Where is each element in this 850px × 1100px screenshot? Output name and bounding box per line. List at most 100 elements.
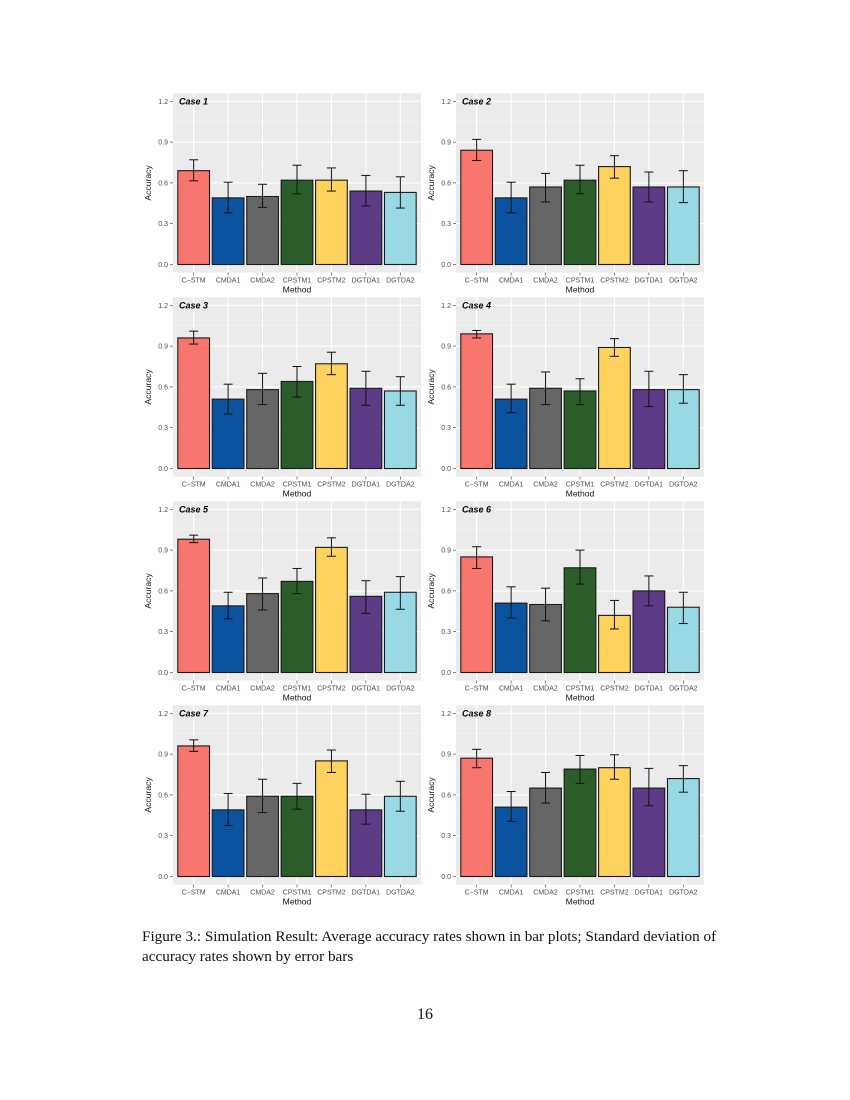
error-bar-cmda2 [258,778,268,814]
page-number: 16 [417,1006,433,1023]
panel-title: Case 7 [179,708,209,718]
x-tick-label: DGTDA2 [669,482,698,489]
y-tick-label: 0.6 [441,180,451,187]
error-bar-cmda2 [258,183,268,208]
x-tick-label: CMDA1 [499,482,524,489]
y-tick-label: 0.9 [158,752,168,759]
x-tick-label: CMDA2 [250,686,275,693]
error-bar-cmda1 [506,586,516,619]
bar-dgtda2 [383,795,417,878]
y-tick-label: 0.9 [158,548,168,555]
y-tick-label: 0.0 [441,466,451,473]
y-tick-label: 0.0 [158,670,168,677]
x-tick-label: CMDA2 [533,890,558,897]
y-axis-title: Accuracy [143,369,153,405]
x-tick-label: CMDA2 [533,686,558,693]
y-tick-label: 0.3 [441,629,451,636]
panel-title: Case 3 [179,300,208,310]
x-tick-label: C−STM [182,278,206,285]
figure-bar-plots: 0.0 0.3 0.6 0.9 1.2 C−STM CMDA1 CMDA2 CPSTM1 CPST… [143,93,704,907]
x-axis-title: Method [566,693,595,703]
error-bar-cmda1 [506,791,516,822]
y-tick-label: 0.3 [158,629,168,636]
x-tick-label: C−STM [465,278,489,285]
chart-panel-4: 0.0 0.3 0.6 0.9 1.2 C−STM CMDA1 CMDA2 CPSTM1 CPST… [426,297,704,499]
x-tick-label: CPSTM1 [566,686,595,693]
error-bar-c-stm [189,159,199,182]
x-tick-label: CPSTM1 [566,890,595,897]
chart-panel-5: 0.0 0.3 0.6 0.9 1.2 C−STM CMDA1 CMDA2 CPSTM1 CPST… [143,501,421,703]
error-bar-cmda2 [258,577,268,611]
x-tick-label: DGTDA1 [352,890,381,897]
x-tick-label: CMDA1 [499,686,524,693]
y-tick-label: 0.0 [158,466,168,473]
x-tick-label: DGTDA1 [352,278,381,285]
y-tick-label: 1.2 [158,711,168,718]
x-tick-label: CMDA2 [533,278,558,285]
y-tick-label: 0.0 [441,670,451,677]
y-tick-label: 0.9 [441,344,451,351]
y-tick-label: 0.6 [158,792,168,799]
x-tick-label: CPSTM1 [566,482,595,489]
error-bar-dgtda1 [361,370,371,406]
x-tick-label: CPSTM2 [317,482,346,489]
chart-panel-2: 0.0 0.3 0.6 0.9 1.2 C−STM CMDA1 CMDA2 CPSTM1 CPST… [426,93,704,295]
y-tick-label: 0.6 [158,180,168,187]
y-tick-label: 0.6 [158,588,168,595]
x-tick-label: DGTDA2 [669,890,698,897]
bar-cpstm1 [280,580,314,674]
y-tick-label: 0.9 [441,752,451,759]
error-bar-dgtda1 [361,174,371,207]
y-tick-label: 1.2 [441,507,451,514]
error-bar-dgtda2 [395,376,405,406]
chart-panel-6: 0.0 0.3 0.6 0.9 1.2 C−STM CMDA1 CMDA2 CPSTM1 CPST… [426,501,704,703]
y-tick-label: 0.6 [441,384,451,391]
error-bar-dgtda1 [644,171,654,203]
error-bar-cmda1 [223,591,233,620]
bar-c-stm [177,745,211,878]
y-tick-label: 0.3 [441,221,451,228]
y-tick-label: 1.2 [158,99,168,106]
x-tick-label: C−STM [182,482,206,489]
error-bar-cpstm2 [609,338,619,357]
bar-c-stm [460,556,494,674]
bar-cpstm2 [315,546,348,674]
bar-dgtda2 [666,778,700,878]
error-bar-cmda1 [223,793,233,826]
bar-cpstm2 [315,179,348,266]
x-tick-label: CPSTM1 [283,482,312,489]
panel-title: Case 8 [462,708,491,718]
x-tick-label: CPSTM2 [600,890,629,897]
error-bar-cpstm1 [575,549,585,585]
y-tick-label: 0.9 [441,140,451,147]
error-bar-cmda1 [223,383,233,415]
error-bar-cpstm2 [326,749,336,773]
bar-c-stm [460,757,494,878]
x-tick-label: CMDA1 [499,278,524,285]
error-bar-cmda2 [541,587,551,622]
y-tick-label: 1.2 [441,99,451,106]
y-tick-label: 0.0 [441,262,451,269]
x-tick-label: CPSTM2 [600,686,629,693]
y-tick-label: 0.3 [158,221,168,228]
error-bar-cmda1 [506,181,516,214]
y-tick-label: 0.9 [441,548,451,555]
x-tick-label: DGTDA2 [669,278,698,285]
figure-caption: Figure 3.: Simulation Result: Average ac… [142,928,717,965]
x-tick-label: CMDA2 [533,482,558,489]
y-axis-title: Accuracy [426,165,436,201]
y-axis-title: Accuracy [426,573,436,609]
y-tick-label: 0.6 [441,588,451,595]
y-axis-title: Accuracy [426,777,436,813]
error-bar-dgtda2 [678,374,688,404]
y-tick-label: 1.2 [158,303,168,310]
x-tick-label: CMDA2 [250,482,275,489]
y-tick-label: 0.6 [441,792,451,799]
chart-panel-7: 0.0 0.3 0.6 0.9 1.2 C−STM CMDA1 CMDA2 CPSTM1 CPST… [143,705,421,907]
x-tick-label: DGTDA1 [635,482,664,489]
x-tick-label: CMDA1 [499,890,524,897]
x-tick-label: C−STM [182,890,206,897]
error-bar-cmda2 [541,172,551,203]
x-tick-label: CMDA2 [250,890,275,897]
error-bar-cpstm1 [292,567,302,595]
